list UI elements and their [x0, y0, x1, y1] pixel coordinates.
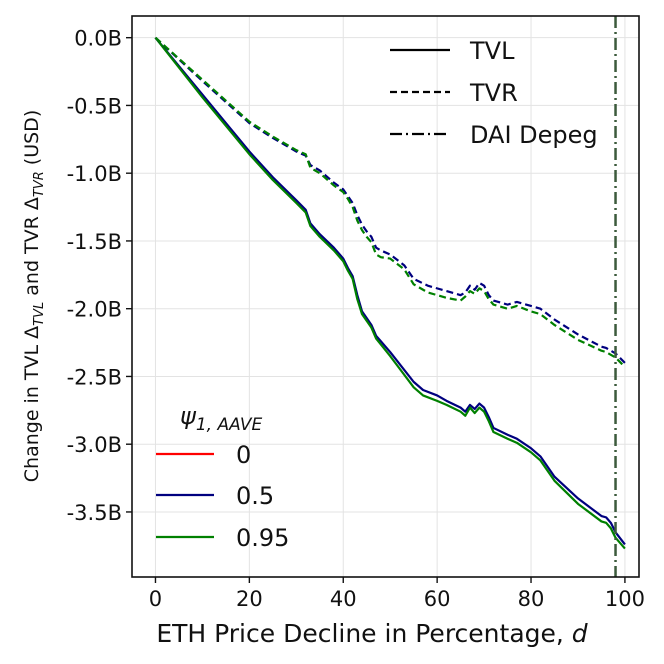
y-tick-label: -2.0B [67, 298, 122, 322]
y-axis-label-suffix: (USD) [21, 110, 43, 171]
x-tick-label: 0 [149, 587, 162, 611]
psi-legend: ψ1, AAVE 0 0.5 0.95 [156, 402, 289, 552]
axis-ticks: 0 20 40 60 80 100 0.0B -0.5B -1.0B -1.5B -2.0B -2.5… [67, 27, 645, 611]
legend-psi-0-label: 0 [236, 441, 251, 469]
y-tick-label: -0.5B [67, 94, 122, 118]
y-tick-label: 0.0B [74, 27, 122, 51]
plot-frame [131, 15, 640, 578]
psi-legend-title: ψ1, AAVE [180, 402, 263, 435]
series-line-tvr-psi-095 [154, 36, 626, 368]
y-tick-label: -1.5B [67, 230, 122, 254]
y-axis-label-prefix: Change in TVL Δ [21, 326, 43, 482]
legend-psi-095-label: 0.95 [236, 524, 289, 552]
style-legend: TVL TVR DAI Depeg [390, 37, 598, 149]
series-layer [154, 16, 626, 577]
x-axis-label-variable: d [572, 619, 588, 648]
series-line-tvl-psi-05 [154, 36, 626, 546]
y-axis-label-mid: and TVR Δ [21, 197, 43, 302]
legend-depeg-label: DAI Depeg [470, 121, 598, 149]
series-line-tvr-psi-05 [154, 36, 626, 364]
psi-symbol: ψ [180, 402, 197, 430]
y-tick-label: -3.0B [67, 433, 122, 457]
psi-subscript: 1, AAVE [196, 415, 263, 435]
x-tick-label: 40 [330, 587, 357, 611]
x-tick-label: 80 [518, 587, 545, 611]
legend-tvr-label: TVR [469, 79, 518, 107]
y-tick-label: -1.0B [67, 162, 122, 186]
grid [132, 16, 639, 577]
x-tick-label: 100 [605, 587, 645, 611]
y-axis-label: Change in TVL ΔTVL and TVR ΔTVR (USD) [21, 110, 47, 482]
y-tick-label: -2.5B [67, 365, 122, 389]
y-tick-label: -3.5B [67, 501, 122, 525]
y-axis-label-sub-tvl: TVL [32, 302, 47, 326]
legend-psi-05-label: 0.5 [236, 482, 274, 510]
series-line-tvl-psi-095 [154, 36, 626, 550]
x-axis-label: ETH Price Decline in Percentage, d [156, 619, 587, 648]
x-tick-label: 60 [424, 587, 451, 611]
y-axis-label-sub-tvr: TVR [32, 171, 47, 197]
legend-tvl-label: TVL [469, 37, 515, 65]
x-tick-label: 20 [236, 587, 263, 611]
x-axis-label-text: ETH Price Decline in Percentage, [156, 619, 571, 648]
